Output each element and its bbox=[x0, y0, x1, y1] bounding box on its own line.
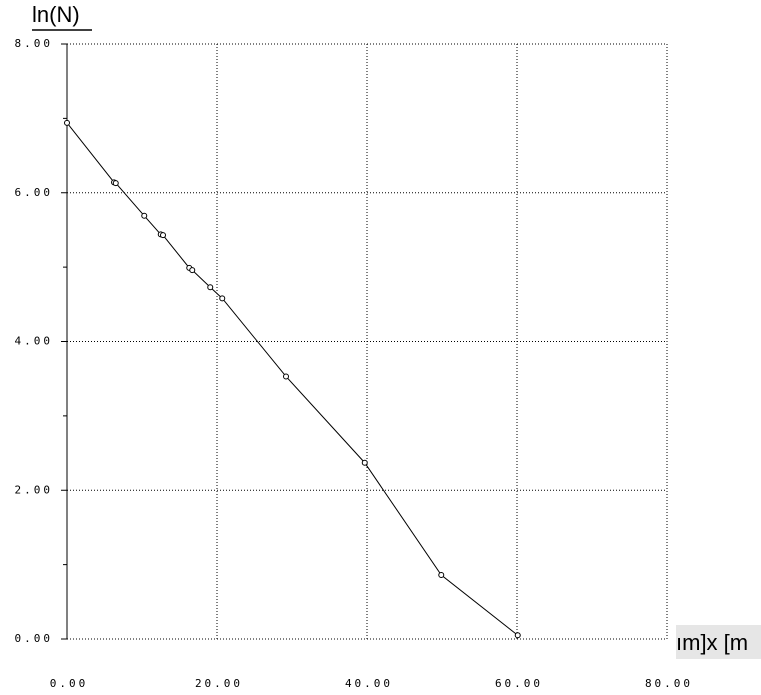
data-point bbox=[514, 632, 521, 639]
data-point bbox=[283, 373, 289, 380]
data-point bbox=[160, 232, 166, 239]
x-title-box bbox=[676, 625, 761, 659]
y-tick-label: 8.00 bbox=[15, 37, 54, 50]
data-point bbox=[219, 295, 226, 302]
data-point bbox=[64, 119, 70, 126]
data-point bbox=[112, 180, 119, 187]
y-axis-title: ln(N) bbox=[32, 2, 80, 27]
y-tick-label: 4.00 bbox=[15, 335, 54, 348]
data-point bbox=[361, 459, 368, 466]
data-point bbox=[207, 284, 214, 291]
data-point bbox=[189, 267, 196, 274]
y-tick-label: 0.00 bbox=[15, 632, 54, 645]
data-point bbox=[141, 212, 148, 219]
x-axis-title: ım]x [m bbox=[676, 630, 748, 655]
x-tick-label: 40.00 bbox=[345, 677, 393, 690]
x-tick-label: 60.00 bbox=[495, 677, 543, 690]
data-line bbox=[66, 122, 519, 636]
x-tick-label: 0.00 bbox=[50, 677, 89, 690]
y-tick-label: 2.00 bbox=[15, 483, 54, 496]
x-tick-label: 20.00 bbox=[195, 677, 243, 690]
x-tick-label: 80.00 bbox=[645, 677, 693, 690]
y-tick-label: 6.00 bbox=[15, 186, 54, 199]
data-point bbox=[438, 572, 445, 579]
